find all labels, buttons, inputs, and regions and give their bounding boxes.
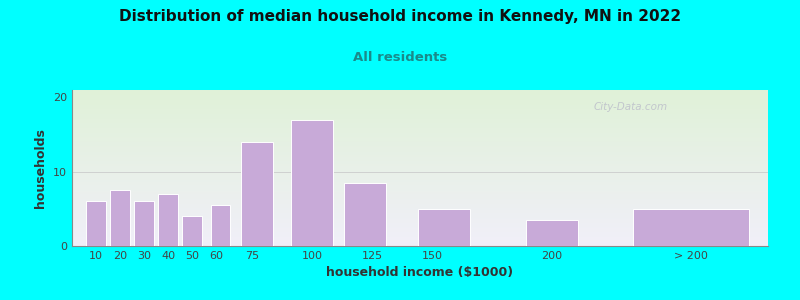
Bar (110, 190, 130, 246)
Bar (344, 183, 386, 246)
Text: Distribution of median household income in Kennedy, MN in 2022: Distribution of median household income … (119, 9, 681, 24)
Bar (182, 216, 202, 246)
Bar (86, 201, 106, 246)
Bar (158, 194, 178, 246)
Bar (291, 120, 333, 246)
Bar (418, 209, 470, 246)
Bar (526, 220, 578, 246)
Y-axis label: households: households (34, 128, 47, 208)
Bar (241, 142, 273, 246)
Bar (633, 209, 750, 246)
Text: All residents: All residents (353, 51, 447, 64)
Bar (211, 205, 230, 246)
Text: City-Data.com: City-Data.com (594, 103, 668, 112)
Bar (134, 201, 154, 246)
X-axis label: household income ($1000): household income ($1000) (326, 266, 514, 279)
